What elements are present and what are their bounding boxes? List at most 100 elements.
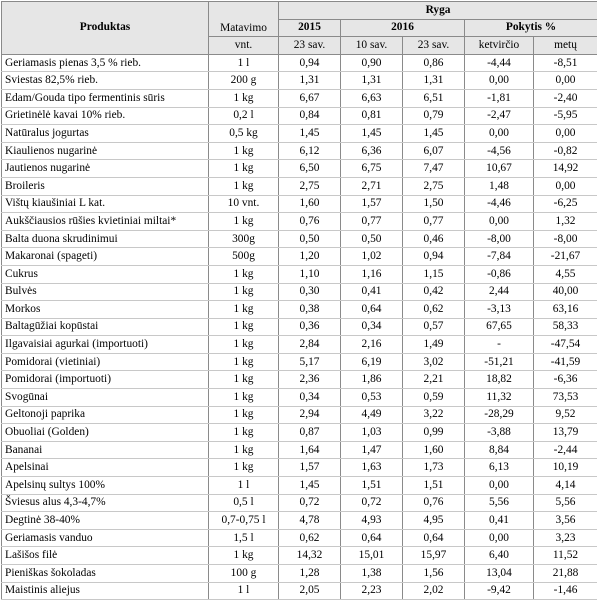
price-2016-w10: 0,72 bbox=[341, 494, 403, 512]
price-2016-w23: 4,95 bbox=[403, 512, 465, 530]
product-name: Geltonoji paprika bbox=[2, 406, 209, 424]
unit: 10 vnt. bbox=[209, 195, 279, 213]
price-2016-w23: 1,73 bbox=[403, 459, 465, 477]
price-2016-w23: 0,42 bbox=[403, 283, 465, 301]
price-2016-w10: 6,19 bbox=[341, 353, 403, 371]
header-product: Produktas bbox=[2, 2, 209, 55]
price-2016-w23: 0,99 bbox=[403, 424, 465, 442]
price-2016-w10: 6,63 bbox=[341, 89, 403, 107]
price-2016-w23: 0,59 bbox=[403, 389, 465, 407]
unit: 100 g bbox=[209, 565, 279, 583]
unit: 1 l bbox=[209, 54, 279, 72]
price-2016-w10: 1,45 bbox=[341, 125, 403, 143]
price-2016-w10: 4,49 bbox=[341, 406, 403, 424]
unit: 1 kg bbox=[209, 301, 279, 319]
product-name: Apelsinai bbox=[2, 459, 209, 477]
header-city: Ryga bbox=[279, 2, 597, 20]
change-quarter: 6,40 bbox=[465, 547, 534, 565]
unit: 1 l bbox=[209, 477, 279, 495]
unit: 0,5 kg bbox=[209, 125, 279, 143]
change-year: 63,16 bbox=[534, 301, 597, 319]
price-2015-w23: 1,64 bbox=[279, 441, 341, 459]
price-2016-w23: 0,94 bbox=[403, 248, 465, 266]
price-2016-w10: 1,38 bbox=[341, 565, 403, 583]
change-quarter: -4,56 bbox=[465, 142, 534, 160]
price-2015-w23: 0,38 bbox=[279, 301, 341, 319]
price-2015-w23: 1,57 bbox=[279, 459, 341, 477]
table-header: Produktas Matavimo Ryga 2015 2016 Pokyti… bbox=[2, 2, 597, 55]
product-name: Cukrus bbox=[2, 265, 209, 283]
price-2016-w23: 1,60 bbox=[403, 441, 465, 459]
unit: 1 kg bbox=[209, 142, 279, 160]
change-year: -5,95 bbox=[534, 107, 597, 125]
price-2015-w23: 1,31 bbox=[279, 72, 341, 90]
change-year: 9,52 bbox=[534, 406, 597, 424]
unit: 0,7-0,75 l bbox=[209, 512, 279, 530]
price-2016-w10: 1,51 bbox=[341, 477, 403, 495]
unit: 1 kg bbox=[209, 177, 279, 195]
price-2015-w23: 14,32 bbox=[279, 547, 341, 565]
product-name: Aukščiausios rūšies kvietiniai miltai* bbox=[2, 213, 209, 231]
product-name: Kiaulienos nugarinė bbox=[2, 142, 209, 160]
header-week-2015: 23 sav. bbox=[279, 37, 341, 55]
product-name: Bananai bbox=[2, 441, 209, 459]
price-2016-w10: 1,31 bbox=[341, 72, 403, 90]
change-quarter: 67,65 bbox=[465, 318, 534, 336]
product-name: Jautienos nugarinė bbox=[2, 160, 209, 178]
price-2016-w10: 1,02 bbox=[341, 248, 403, 266]
change-year: -2,40 bbox=[534, 89, 597, 107]
unit: 500g bbox=[209, 248, 279, 266]
header-week-2016a: 10 sav. bbox=[341, 37, 403, 55]
price-2015-w23: 0,84 bbox=[279, 107, 341, 125]
header-year-2016: 2016 bbox=[341, 19, 465, 37]
product-name: Apelsinų sultys 100% bbox=[2, 477, 209, 495]
price-2016-w23: 0,57 bbox=[403, 318, 465, 336]
price-2016-w10: 15,01 bbox=[341, 547, 403, 565]
change-quarter: 10,67 bbox=[465, 160, 534, 178]
price-2015-w23: 0,72 bbox=[279, 494, 341, 512]
change-quarter: -1,81 bbox=[465, 89, 534, 107]
product-name: Šviesus alus 4,3-4,7% bbox=[2, 494, 209, 512]
change-quarter: -8,00 bbox=[465, 230, 534, 248]
unit: 1 kg bbox=[209, 353, 279, 371]
price-2016-w23: 7,47 bbox=[403, 160, 465, 178]
change-year: -0,82 bbox=[534, 142, 597, 160]
price-2015-w23: 6,50 bbox=[279, 160, 341, 178]
change-quarter: -0,86 bbox=[465, 265, 534, 283]
price-2016-w10: 0,41 bbox=[341, 283, 403, 301]
price-2015-w23: 2,75 bbox=[279, 177, 341, 195]
change-year: 1,32 bbox=[534, 213, 597, 231]
change-year: 0,00 bbox=[534, 125, 597, 143]
price-2016-w23: 3,22 bbox=[403, 406, 465, 424]
price-2016-w10: 6,75 bbox=[341, 160, 403, 178]
change-year: 10,19 bbox=[534, 459, 597, 477]
change-quarter: 0,41 bbox=[465, 512, 534, 530]
price-2015-w23: 2,36 bbox=[279, 371, 341, 389]
product-name: Geriamasis pienas 3,5 % rieb. bbox=[2, 54, 209, 72]
change-year: 0,00 bbox=[534, 72, 597, 90]
change-quarter: 0,00 bbox=[465, 213, 534, 231]
price-2016-w23: 1,51 bbox=[403, 477, 465, 495]
change-quarter: -2,47 bbox=[465, 107, 534, 125]
header-week-2016b: 23 sav. bbox=[403, 37, 465, 55]
change-year: -6,36 bbox=[534, 371, 597, 389]
unit: 1 kg bbox=[209, 441, 279, 459]
product-name: Degtinė 38-40% bbox=[2, 512, 209, 530]
price-2016-w10: 1,47 bbox=[341, 441, 403, 459]
unit: 1 kg bbox=[209, 89, 279, 107]
price-2016-w10: 0,81 bbox=[341, 107, 403, 125]
change-quarter: -3,88 bbox=[465, 424, 534, 442]
price-2015-w23: 1,20 bbox=[279, 248, 341, 266]
product-name: Broileris bbox=[2, 177, 209, 195]
change-quarter: - bbox=[465, 336, 534, 354]
